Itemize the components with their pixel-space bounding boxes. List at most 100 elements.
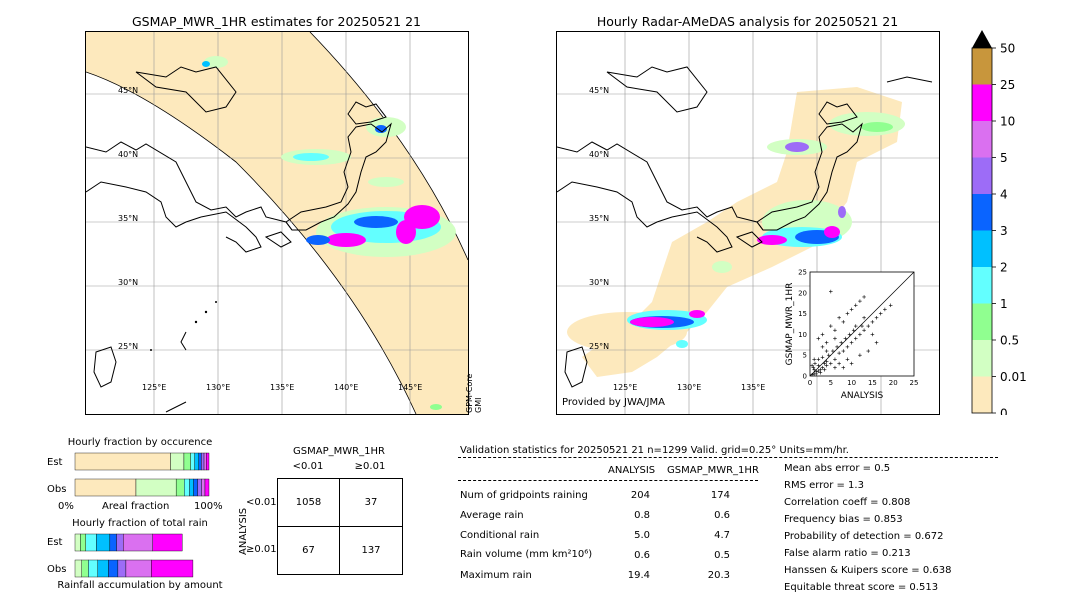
x-tick-label: 25 (910, 379, 919, 387)
scatter-point (866, 349, 871, 353)
bar-segment (184, 478, 190, 497)
bar-segment (151, 559, 194, 578)
stat-label: Average rain (460, 510, 524, 521)
stat-gsmap: 0.6 (714, 510, 730, 521)
scatter-point (812, 357, 816, 362)
colorbar-segment (972, 376, 992, 413)
stat-label: Conditional rain (460, 530, 540, 541)
scatter-point (847, 332, 852, 337)
divider (458, 480, 758, 481)
left-map-title: GSMAP_MWR_1HR estimates for 20250521 21 (132, 14, 421, 29)
stat-analysis: 204 (630, 490, 650, 501)
contingency-table: 1058 37 67 137 (277, 478, 403, 575)
scatter-point (816, 363, 821, 368)
scatter-point (810, 363, 814, 368)
bar-segment (88, 559, 98, 578)
total-rain-bars (74, 533, 194, 578)
row-label: Est (47, 457, 63, 468)
scatter-point (851, 328, 856, 333)
colorbar-segment (972, 303, 992, 340)
scatter-point (824, 349, 829, 353)
lon-label: 140°E (334, 383, 359, 392)
scatter-plot: 0 5 10 15 20 25 0 5 10 15 20 25 ANALYSIS GSMAP_MWR_1H… (785, 269, 919, 402)
scatter-point (810, 372, 814, 377)
colorbar-tick-label: 3 (1000, 224, 1008, 238)
colorbar-segment (972, 194, 992, 231)
scatter-point (843, 336, 848, 341)
right-map: 45°N 40°N 35°N 30°N 25°N 125°E 130°E 135… (556, 31, 940, 415)
axis-label-left: 0% (58, 501, 74, 512)
table-cell: 37 (364, 497, 378, 508)
row-header: <0.01 (246, 497, 277, 508)
bar-segment (175, 478, 185, 497)
table-title: GSMAP_MWR_1HR (293, 446, 385, 457)
scatter-point (813, 361, 817, 366)
bar-segment (135, 478, 177, 497)
lat-label: 35°N (118, 214, 139, 223)
lon-label: 130°E (206, 383, 231, 392)
colorbar-segment (972, 230, 992, 267)
scatter-point (883, 307, 887, 312)
occurrence-bars (74, 452, 210, 497)
scatter-point (831, 349, 835, 353)
colorbar-tick-label: 2 (1000, 261, 1008, 275)
scatter-point (829, 289, 833, 294)
scatter-point (829, 324, 833, 328)
score: Probability of detection = 0.672 (784, 531, 944, 542)
bar-segment (183, 452, 191, 471)
scatter-point (841, 365, 846, 370)
lon-label: 125°E (142, 383, 167, 392)
stat-gsmap: 174 (710, 490, 730, 501)
bar-segment (74, 452, 171, 471)
scatter-point (820, 365, 825, 370)
scatter-point (829, 361, 833, 366)
lat-label: 25°N (118, 342, 139, 351)
x-tick-label: 15 (868, 379, 877, 387)
right-map-title: Hourly Radar-AMeDAS analysis for 2025052… (596, 14, 899, 29)
scatter-point (833, 328, 837, 333)
lat-label: 25°N (589, 342, 610, 351)
score: Frequency bias = 0.853 (784, 514, 903, 525)
col-analysis: ANALYSIS (608, 465, 656, 476)
colorbar-tick-label: 0.01 (1000, 370, 1027, 384)
table-cell: 137 (361, 545, 381, 556)
bar-segment (203, 452, 207, 471)
y-tick-label: 20 (798, 289, 807, 297)
bar-segment (97, 559, 109, 578)
score: Equitable threat score = 0.513 (784, 582, 939, 593)
scatter-point (824, 359, 829, 364)
scatter-point (816, 336, 821, 341)
scatter-point (816, 357, 821, 362)
lon-label: 135°E (741, 383, 766, 392)
scatter-point (862, 315, 866, 320)
scatter-point (835, 345, 839, 349)
scatter-point (860, 324, 864, 328)
row-label: Est (47, 537, 63, 548)
bar-segment (204, 478, 210, 497)
score: Correlation coeff = 0.808 (784, 497, 911, 508)
y-tick-label: 10 (798, 331, 807, 339)
colorbar-segment (972, 157, 992, 194)
scatter-point (862, 295, 866, 299)
scatter-point (874, 315, 879, 320)
scatter-point (833, 357, 837, 362)
colorbar-segment (972, 121, 992, 158)
stat-label: Rain volume (mm km²10⁶) (460, 549, 593, 560)
y-tick-label: 25 (798, 269, 807, 277)
x-tick-label: 5 (829, 379, 833, 387)
bar-segment (125, 559, 152, 578)
score: RMS error = 1.3 (784, 480, 864, 491)
scatter-point (820, 355, 825, 360)
scatter-point (849, 361, 854, 366)
credit-label: Provided by JWA/JMA (562, 397, 665, 408)
colorbar-tick-label: 0 (1000, 407, 1008, 416)
colorbar-tick-label: 4 (1000, 188, 1008, 202)
scatter-point (888, 303, 893, 308)
scatter-point (845, 357, 850, 362)
left-map: 45°N 40°N 35°N 30°N 25°N 125°E 130°E 135… (85, 31, 469, 415)
lat-label: 30°N (118, 278, 139, 287)
scatter-point (811, 365, 816, 370)
scatter-point (812, 367, 816, 372)
scatter-point (824, 340, 829, 345)
y-axis-label: GSMAP_MWR_1HR (785, 283, 795, 366)
